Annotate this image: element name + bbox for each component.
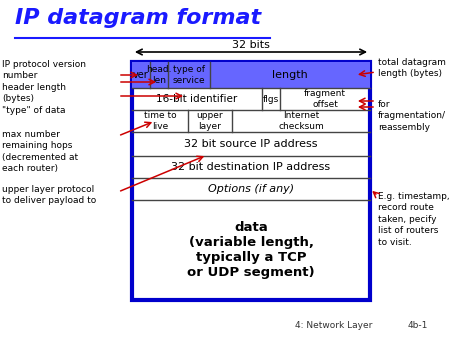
Text: for
fragmentation/
reassembly: for fragmentation/ reassembly (378, 100, 446, 132)
Text: fragment
offset: fragment offset (304, 89, 346, 109)
FancyBboxPatch shape (132, 62, 370, 300)
Text: time to
live: time to live (144, 111, 176, 131)
Text: type of
service: type of service (173, 65, 205, 85)
Text: data
(variable length,
typically a TCP
or UDP segment): data (variable length, typically a TCP o… (187, 221, 315, 279)
Text: ver: ver (133, 70, 149, 80)
Text: length: length (272, 70, 308, 80)
Text: IP datagram format: IP datagram format (15, 8, 261, 28)
Text: 32 bit source IP address: 32 bit source IP address (184, 139, 318, 149)
Text: upper layer protocol
to deliver payload to: upper layer protocol to deliver payload … (2, 185, 96, 206)
Text: total datagram
length (bytes): total datagram length (bytes) (378, 58, 446, 78)
Text: 4: Network Layer: 4: Network Layer (295, 321, 373, 330)
Text: upper
layer: upper layer (197, 111, 223, 131)
Text: Internet
checksum: Internet checksum (278, 111, 324, 131)
Bar (132, 62, 370, 88)
Text: Options (if any): Options (if any) (208, 184, 294, 194)
Text: head.
len: head. len (146, 65, 172, 85)
Text: E.g. timestamp,
record route
taken, pecify
list of routers
to visit.: E.g. timestamp, record route taken, peci… (378, 192, 450, 247)
Text: 32 bits: 32 bits (232, 40, 270, 50)
Text: max number
remaining hops
(decremented at
each router): max number remaining hops (decremented a… (2, 130, 78, 173)
Text: IP protocol version
number
header length
(bytes)
"type" of data: IP protocol version number header length… (2, 60, 86, 115)
Text: 4b-1: 4b-1 (408, 321, 428, 330)
Text: flgs: flgs (263, 95, 279, 103)
Text: 32 bit destination IP address: 32 bit destination IP address (171, 162, 331, 172)
Text: 16-bit identifier: 16-bit identifier (157, 94, 238, 104)
